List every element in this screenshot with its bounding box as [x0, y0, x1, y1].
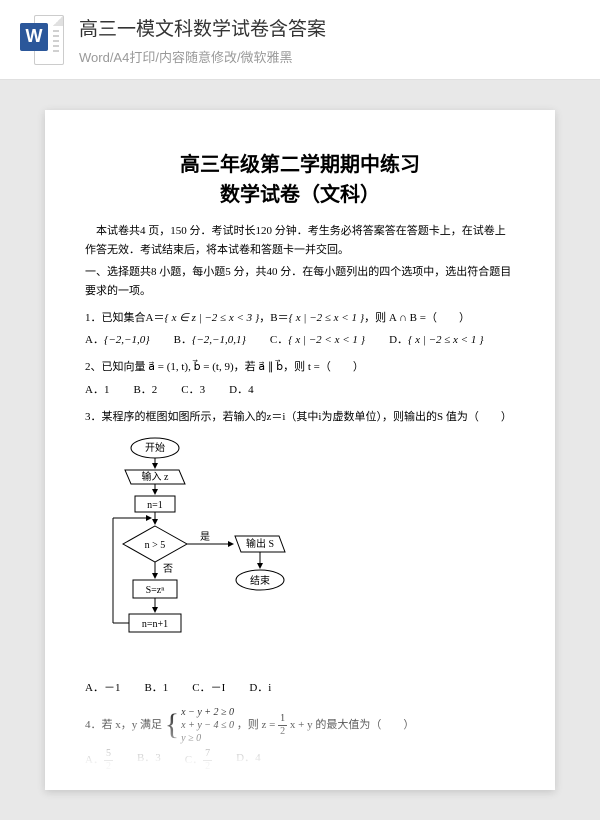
svg-text:否: 否: [163, 563, 173, 575]
svg-text:输出 S: 输出 S: [246, 537, 274, 550]
header-text: 高三一模文科数学试卷含答案 Word/A4打印/内容随意修改/微软雅黑: [79, 14, 326, 66]
q2-opt-b: B．2: [133, 381, 157, 400]
q1-opt-d: D．{ x | −2 ≤ x < 1 }: [389, 331, 483, 350]
q1-mid: ，B＝: [259, 312, 288, 324]
question-4: 4．若 x，y 满足 { x − y + 2 ≥ 0 x + y − 4 ≤ 0…: [85, 706, 515, 745]
q4-frac: 12: [278, 714, 287, 737]
file-subtitle: Word/A4打印/内容随意修改/微软雅黑: [79, 47, 326, 66]
q4-options: A．52 B．3 C．72 D．4: [85, 749, 515, 772]
question-1: 1．已知集合A＝{ x ∈ z | −2 ≤ x < 3 }，B＝{ x | −…: [85, 309, 515, 328]
q2-opt-c: C．3: [181, 381, 205, 400]
word-badge: W: [20, 23, 48, 51]
svg-text:输入 z: 输入 z: [142, 470, 169, 483]
file-title: 高三一模文科数学试卷含答案: [79, 14, 326, 41]
q1-set-b: { x | −2 ≤ x < 1 }: [289, 312, 364, 324]
q4-pre: 4．若 x，y 满足: [85, 719, 165, 731]
document-preview-area: 高三年级第二学期期中练习 数学试卷（文科） 本试卷共4 页，150 分．考试时长…: [0, 80, 600, 820]
q4-post: x + y 的最大值为（ ）: [290, 719, 414, 731]
doc-body: 本试卷共4 页，150 分．考试时长120 分钟．考生务必将答案答在答题卡上，在…: [85, 222, 515, 772]
flowchart-figure: 开始 输入 z n=1 n > 5 否 是: [105, 436, 515, 673]
q1-tail: ，则 A ∩ B =（ ）: [364, 312, 470, 324]
title-line-1: 高三年级第二学期期中练习: [85, 150, 515, 180]
q4-mid: ，则 z =: [237, 719, 278, 731]
q4-opt-a: A．52: [85, 749, 113, 772]
svg-text:结束: 结束: [250, 574, 270, 587]
svg-text:S=zⁿ: S=zⁿ: [146, 585, 165, 596]
question-3: 3．某程序的框图如图所示，若输入的z＝i（其中i为虚数单位），则输出的S 值为（…: [85, 408, 515, 427]
q4-opt-c: C．72: [185, 749, 212, 772]
title-line-2: 数学试卷（文科）: [85, 180, 515, 210]
doc-title: 高三年级第二学期期中练习 数学试卷（文科）: [85, 150, 515, 210]
word-file-icon: W: [20, 15, 64, 65]
q4-opt-b: B．3: [137, 749, 161, 772]
q1-opt-a: A．{−2,−1,0}: [85, 331, 150, 350]
q1-set-a: { x ∈ z | −2 ≤ x < 3 }: [164, 312, 259, 324]
q2-opt-a: A．1: [85, 381, 109, 400]
q1-opt-b: B．{−2,−1,0,1}: [174, 331, 246, 350]
intro-paragraph-1: 本试卷共4 页，150 分．考试时长120 分钟．考生务必将答案答在答题卡上，在…: [85, 222, 515, 259]
q2-options: A．1 B．2 C．3 D．4: [85, 381, 515, 400]
question-2: 2、已知向量 a⃗ = (1, t), b⃗ = (t, 9)，若 a⃗ ∥ b…: [85, 358, 515, 377]
q3-options: A．－1 B．1 C．－I D．i: [85, 679, 515, 698]
q1-stem-pre: 1．已知集合A＝: [85, 312, 164, 324]
document-page: 高三年级第二学期期中练习 数学试卷（文科） 本试卷共4 页，150 分．考试时长…: [45, 110, 555, 790]
intro-paragraph-2: 一、选择题共8 小题，每小题5 分，共40 分．在每小题列出的四个选项中，选出符…: [85, 263, 515, 300]
q3-opt-a: A．－1: [85, 679, 120, 698]
svg-text:n=n+1: n=n+1: [142, 619, 168, 630]
flowchart-svg: 开始 输入 z n=1 n > 5 否 是: [105, 436, 305, 666]
q1-options: A．{−2,−1,0} B．{−2,−1,0,1} C．{ x | −2 < x…: [85, 331, 515, 350]
app-header: W 高三一模文科数学试卷含答案 Word/A4打印/内容随意修改/微软雅黑: [0, 0, 600, 80]
svg-text:开始: 开始: [145, 441, 165, 454]
q3-opt-d: D．i: [249, 679, 271, 698]
q3-opt-b: B．1: [144, 679, 168, 698]
q4-opt-d: D．4: [236, 749, 260, 772]
svg-text:是: 是: [200, 531, 210, 543]
q2-opt-d: D．4: [229, 381, 253, 400]
q3-opt-c: C．－I: [192, 679, 225, 698]
q1-opt-c: C．{ x | −2 < x < 1 }: [270, 331, 365, 350]
q4-system: { x − y + 2 ≥ 0 x + y − 4 ≤ 0 y ≥ 0: [165, 706, 234, 745]
svg-text:n > 5: n > 5: [145, 540, 166, 551]
svg-text:n=1: n=1: [147, 500, 163, 511]
